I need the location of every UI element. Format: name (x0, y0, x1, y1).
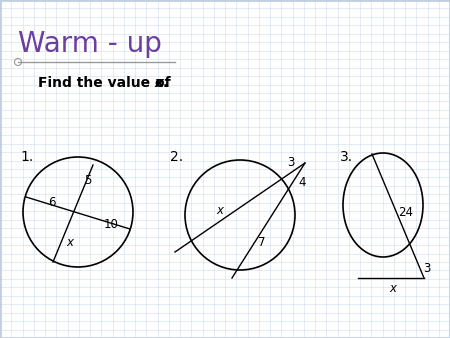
Text: 4: 4 (298, 176, 306, 190)
Text: 24: 24 (399, 207, 414, 219)
Text: x: x (390, 282, 396, 294)
Text: 6: 6 (48, 195, 56, 209)
Text: Warm - up: Warm - up (18, 30, 162, 58)
Text: .: . (163, 76, 168, 90)
Text: 3: 3 (423, 262, 431, 274)
Text: 10: 10 (104, 217, 118, 231)
Text: 3.: 3. (340, 150, 353, 164)
Text: x: x (216, 203, 224, 217)
Text: 7: 7 (258, 236, 266, 248)
Text: x: x (67, 236, 73, 248)
Text: 1.: 1. (20, 150, 33, 164)
Text: 5: 5 (84, 173, 92, 187)
Text: 3: 3 (287, 156, 295, 169)
Text: 2.: 2. (170, 150, 183, 164)
Text: x: x (155, 76, 164, 90)
Text: Find the value of: Find the value of (38, 76, 176, 90)
